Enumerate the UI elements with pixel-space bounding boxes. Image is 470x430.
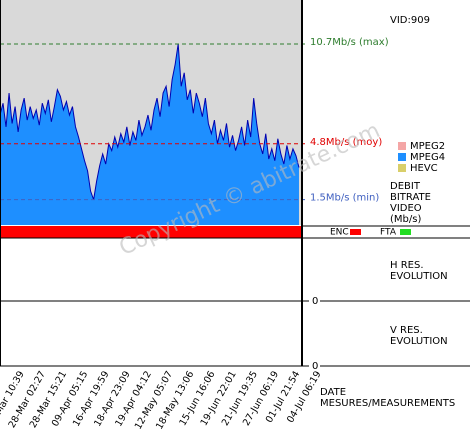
y-title: (Mb/s) bbox=[390, 214, 421, 225]
fta-swatch bbox=[400, 229, 411, 235]
vid-label: VID:909 bbox=[390, 15, 430, 26]
encryption-bar bbox=[0, 226, 302, 238]
enc-label: ENC bbox=[330, 228, 349, 238]
x-title: DATE bbox=[320, 387, 346, 398]
enc-swatch bbox=[350, 229, 361, 235]
bitrate-line bbox=[0, 43, 300, 200]
panel-title: V RES. bbox=[390, 325, 423, 336]
legend-swatch bbox=[398, 142, 406, 150]
panel-title: H RES. bbox=[390, 260, 424, 271]
fta-label: FTA bbox=[380, 228, 397, 238]
legend-swatch bbox=[398, 153, 406, 161]
reference-label: 1.5Mb/s (min) bbox=[310, 193, 379, 204]
panel-title: EVOLUTION bbox=[390, 271, 448, 282]
legend-label: HEVC bbox=[410, 163, 438, 174]
x-title: MESURES/MEASUREMENTS bbox=[320, 398, 455, 409]
legend-swatch bbox=[398, 164, 406, 172]
zero-label: 0 bbox=[312, 361, 318, 372]
reference-label: 10.7Mb/s (max) bbox=[310, 37, 389, 48]
panel-title: EVOLUTION bbox=[390, 336, 448, 347]
y-title: BITRATE bbox=[390, 192, 431, 203]
legend-label: MPEG2 bbox=[410, 141, 445, 152]
bitrate-area bbox=[0, 43, 299, 226]
legend-label: MPEG4 bbox=[410, 152, 445, 163]
reference-label: 4.8Mb/s (moy) bbox=[310, 137, 382, 148]
y-title: VIDEO bbox=[390, 203, 422, 214]
zero-label: 0 bbox=[312, 296, 318, 307]
y-title: DEBIT bbox=[390, 181, 421, 192]
